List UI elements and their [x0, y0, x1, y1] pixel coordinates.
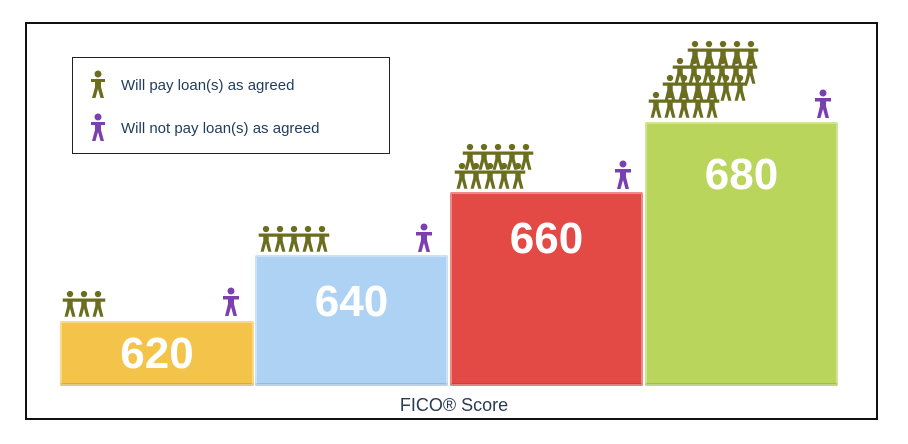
person-green-icon [704, 91, 720, 118]
person-green-icon [662, 74, 678, 101]
person-green-icon [258, 225, 274, 252]
legend-item-nopay: Will not pay loan(s) as agreed [87, 113, 319, 143]
person-green-icon [314, 225, 330, 252]
person-green-icon [300, 225, 316, 252]
axis-title: FICO® Score [399, 395, 509, 415]
person-green-icon [454, 162, 470, 189]
step-block-640: 640 [255, 255, 448, 386]
person-green-icon [482, 162, 498, 189]
step-block-680: 680 [645, 122, 838, 386]
person-green-icon [676, 91, 692, 118]
person-green-icon [662, 91, 678, 118]
score-label-660: 660 [509, 214, 584, 263]
person-green-icon [718, 74, 734, 101]
person-green-icon [510, 162, 526, 189]
person-green-icon [62, 290, 78, 317]
person-green-icon [732, 74, 748, 101]
person-green-icon [76, 290, 92, 317]
legend-item-pay: Will pay loan(s) as agreed [87, 70, 294, 100]
person-green-icon [91, 70, 105, 98]
person-green-icon [518, 143, 534, 170]
person-green-icon [704, 74, 720, 101]
person-purple-icon [91, 113, 105, 141]
step-block-620: 620 [60, 321, 254, 386]
person-green-icon [690, 91, 706, 118]
person-purple-icon [416, 223, 432, 252]
score-label-640: 640 [314, 277, 389, 326]
person-purple-icon [223, 287, 239, 316]
person-purple-icon [815, 89, 831, 118]
person-green-icon [90, 290, 106, 317]
person-green-icon [496, 162, 512, 189]
legend-label-nopay: Will not pay loan(s) as agreed [121, 119, 320, 137]
score-label-680: 680 [704, 150, 779, 199]
person-green-icon [676, 74, 692, 101]
legend: Will pay loan(s) as agreed Will not pay … [72, 57, 390, 154]
person-green-icon [272, 225, 288, 252]
person-green-icon [742, 57, 758, 84]
person-green-icon [690, 74, 706, 101]
person-green-icon [648, 91, 664, 118]
person-green-icon [468, 162, 484, 189]
person-purple-icon [615, 160, 631, 189]
score-label-620: 620 [120, 329, 194, 378]
person-green-icon [286, 225, 302, 252]
step-block-660: 660 [450, 192, 643, 386]
legend-label-pay: Will pay loan(s) as agreed [121, 76, 295, 94]
